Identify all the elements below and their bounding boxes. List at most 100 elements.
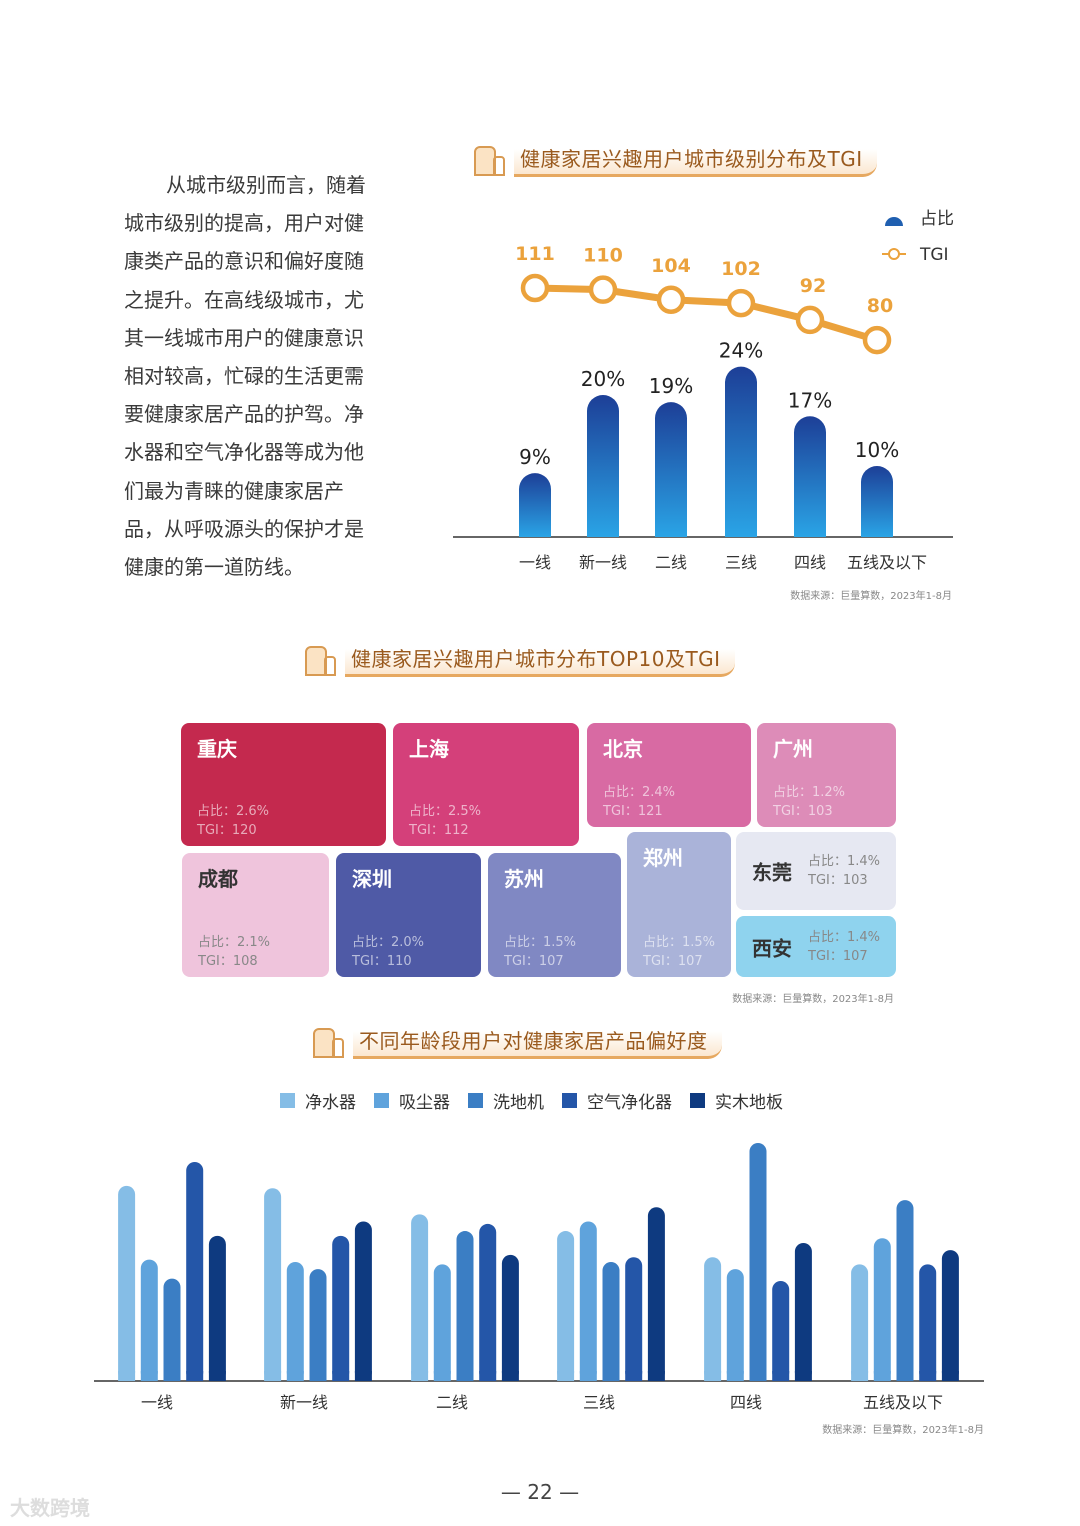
bar-四线 [794,416,826,537]
paragraph-line: 城市级别的提高，用户对健 [124,211,364,236]
bar-base [286,1371,304,1381]
x-tick-label: 一线 [141,1393,173,1412]
tgi-value: TGI：112 [409,823,469,838]
legend-item: 吸尘器 [374,1088,450,1113]
bar-base [749,1371,767,1381]
treemap-tile-东莞: 东莞 占比：1.4% TGI：103 [736,832,896,910]
city-stats: 占比：2.6% TGI：120 [197,802,269,840]
paragraph-line: 从城市级别而言，随着 [166,173,366,197]
city-name: 广州 [773,737,813,761]
legend-label: 净水器 [305,1093,356,1113]
bar-base [602,1371,620,1381]
chart1-title-text: 健康家居兴趣用户城市级别分布及TGI [514,143,877,177]
treemap-tile-重庆: 重庆占比：2.6% TGI：120 [181,723,386,846]
legend-label: 实木地板 [715,1093,783,1113]
tgi-label: 110 [583,245,623,267]
tgi-value: TGI：107 [643,954,703,969]
building-icon [474,146,505,176]
legend-item: 空气净化器 [562,1088,672,1113]
city-stats: 占比：2.0% TGI：110 [352,933,424,971]
bar-四线-净水器 [704,1257,722,1381]
bar-二线-净水器 [411,1214,429,1381]
city-stats: 占比：2.4% TGI：121 [603,783,675,821]
legend-item: 实木地板 [690,1088,783,1113]
watermark-logo: 大数跨境 [10,1496,90,1520]
treemap-tile-深圳: 深圳 占比：2.0% TGI：110 [336,853,481,977]
bar-base [433,1371,451,1381]
tgi-point [656,285,686,315]
building-icon [305,646,336,676]
city-name: 北京 [603,737,643,761]
legend-item: 净水器 [280,1088,356,1113]
bar-三线-吸尘器 [579,1221,597,1381]
treemap-tile-郑州: 郑州占比：1.5% TGI：107 [627,832,731,977]
legend-swatch [690,1093,705,1108]
city-name: 重庆 [197,737,237,761]
bar-base [163,1371,181,1381]
bar-label: 24% [719,339,763,363]
paragraph-line: 水器和空气净化器等成为他 [124,440,364,465]
tgi-point [726,288,756,318]
page-number: — 22 — [500,1480,580,1504]
tgi-value: TGI：107 [504,954,564,969]
bar-五线及以下-空气净化器 [919,1264,937,1381]
share-value: 占比：1.4% [808,929,881,945]
bar-base [456,1371,474,1381]
tgi-value: TGI：121 [603,804,663,819]
bar-三线-洗地机 [602,1262,620,1381]
bar-base [704,1371,722,1381]
paragraph-line: 健康的第一道防线。 [124,555,304,580]
legend-label: 吸尘器 [399,1093,450,1113]
paragraph-line: 品，从呼吸源头的保护才是 [124,516,364,541]
x-tick-label: 五线及以下 [863,1393,943,1412]
bar-base [851,1371,869,1381]
bar-二线-洗地机 [456,1231,474,1381]
body-paragraph: 从城市级别而言，随着 城市级别的提高，用户对健 康类产品的意识和偏好度随 之提升。在高… [124,166,394,586]
city-name: 郑州 [643,846,683,870]
source-note: 数据来源：巨量算数，2023年1-8月 [822,1425,984,1436]
treemap-tile-成都: 成都占比：2.1% TGI：108 [182,853,329,977]
treemap-tile-广州: 广州 占比：1.2% TGI：103 [757,723,896,827]
bar-新一线-实木地板 [354,1221,372,1381]
chart3-title: 不同年龄段用户对健康家居产品偏好度 [313,1022,722,1062]
city-name: 西安 [752,936,792,960]
bar-base [208,1371,226,1381]
tgi-point [520,273,550,303]
bar-base [118,1371,136,1381]
share-value: 占比：1.5% [504,935,577,950]
bar-新一线-洗地机 [309,1269,327,1381]
chart2-title: 健康家居兴趣用户城市分布TOP10及TGI [305,640,735,680]
city-name: 上海 [409,737,449,761]
bar-base [625,1371,643,1381]
bar-四线-实木地板 [794,1242,812,1381]
tgi-point [795,305,825,335]
x-tick-label: 三线 [725,553,757,572]
bar-一线-洗地机 [163,1278,181,1381]
legend-swatch-tgi-dot [888,248,900,260]
bar-base [186,1371,204,1381]
bar-base [772,1371,790,1381]
legend-swatch-share [885,217,903,226]
tgi-label: 102 [721,258,761,280]
legend-label: 洗地机 [493,1093,544,1113]
bar-base [919,1371,937,1381]
tgi-value: TGI：110 [352,954,412,969]
share-value: 占比：2.6% [197,804,270,819]
bar-五线及以下-实木地板 [941,1250,959,1381]
treemap-tile-苏州: 苏州 占比：1.5% TGI：107 [488,853,621,977]
bar-五线及以下 [861,466,893,537]
bar-新一线-净水器 [264,1188,282,1381]
source-note: 数据来源：巨量算数，2023年1-8月 [732,994,894,1005]
share-value: 占比：2.1% [198,935,271,950]
share-value: 占比：2.5% [409,804,482,819]
legend-label: 空气净化器 [587,1093,672,1113]
city-stats: 占比：2.1% TGI：108 [198,933,270,971]
bar-label: 17% [788,388,832,412]
city-name: 成都 [198,867,238,891]
bar-base [140,1371,158,1381]
bar-base [726,1371,744,1381]
share-value: 占比：1.5% [643,935,716,950]
treemap-tile-北京: 北京占比：2.4% TGI：121 [587,723,751,827]
bar-四线-吸尘器 [726,1269,744,1381]
